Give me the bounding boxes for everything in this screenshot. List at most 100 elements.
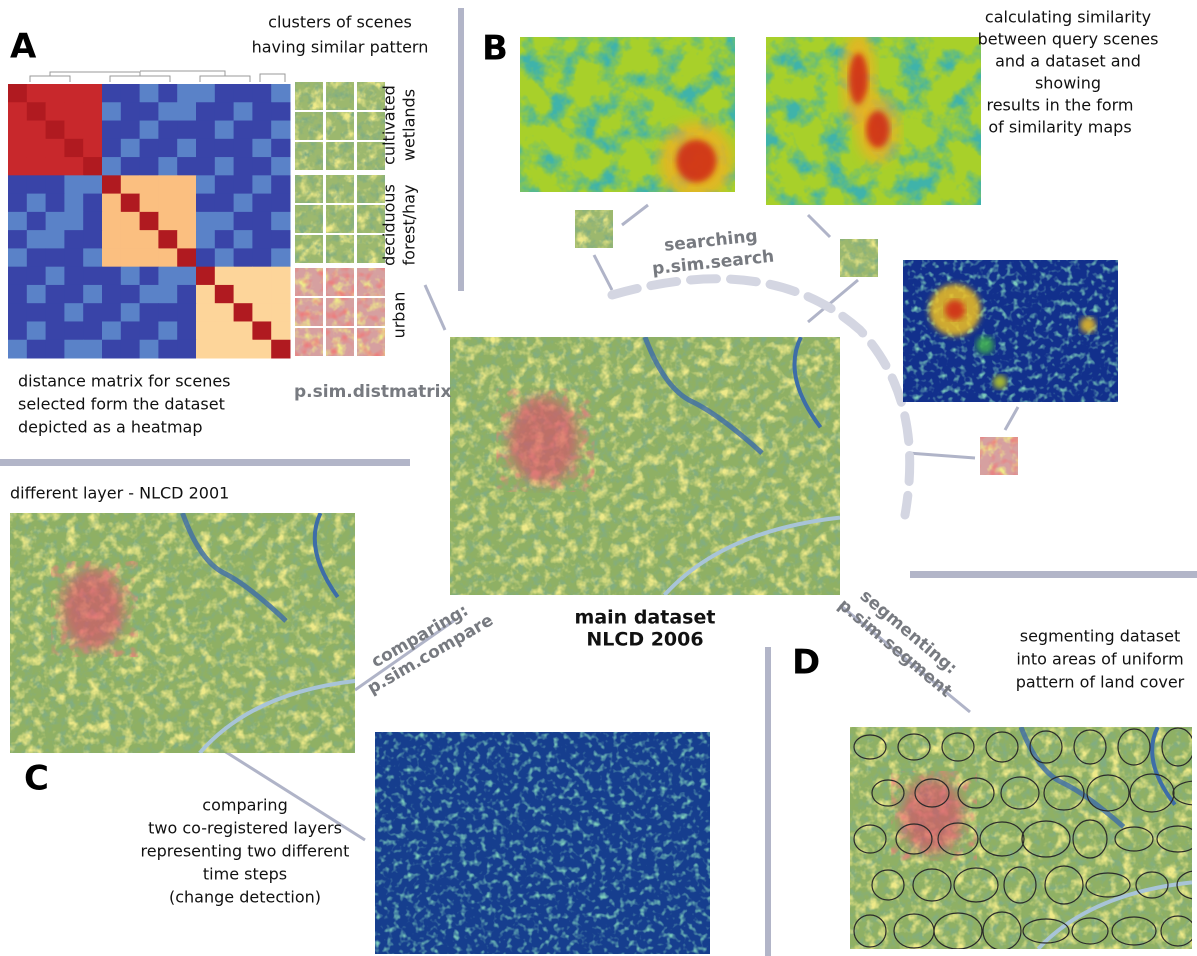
cluster-thumbnail bbox=[326, 298, 354, 326]
main-dataset-label: main dataset bbox=[575, 607, 716, 629]
separator bbox=[0, 459, 410, 466]
heatmap-cell bbox=[121, 121, 140, 140]
caption: depicted as a heatmap bbox=[18, 418, 202, 437]
thumb-texture bbox=[326, 298, 354, 326]
heatmap-cell bbox=[215, 194, 234, 213]
distance-heatmap bbox=[8, 71, 291, 359]
heatmap-cell bbox=[252, 212, 271, 231]
heatmap-cell bbox=[121, 157, 140, 176]
heatmap-cell bbox=[64, 230, 83, 249]
cluster-thumbnail bbox=[357, 328, 385, 356]
layer-title: different layer - NLCD 2001 bbox=[10, 484, 229, 503]
heatmap-cell bbox=[64, 340, 83, 359]
caption: (change detection) bbox=[169, 888, 321, 907]
heatmap-cell bbox=[215, 121, 234, 140]
heatmap-cell bbox=[140, 139, 159, 158]
heatmap-cell bbox=[215, 248, 234, 267]
heatmap-cell bbox=[46, 102, 65, 121]
heatmap-cell bbox=[177, 267, 196, 286]
heatmap-cell bbox=[27, 230, 46, 249]
heatmap-cell bbox=[102, 321, 121, 340]
heatmap-cell bbox=[46, 267, 65, 286]
heatmap-cell bbox=[83, 285, 102, 304]
cluster-thumbnail bbox=[295, 298, 323, 326]
heatmap-cell bbox=[196, 139, 215, 158]
cluster-label: forest/hay bbox=[400, 185, 419, 266]
heatmap-cell bbox=[196, 102, 215, 121]
heatmap-cell bbox=[121, 248, 140, 267]
thumb-texture bbox=[326, 175, 354, 203]
high-similarity bbox=[1080, 317, 1096, 333]
heatmap-cell bbox=[46, 230, 65, 249]
thumb-texture bbox=[357, 268, 385, 296]
urban-texture bbox=[891, 771, 977, 860]
heatmap-cell bbox=[271, 175, 290, 194]
urban-texture bbox=[51, 561, 137, 657]
cluster-thumbnail bbox=[295, 175, 323, 203]
heatmap-cell bbox=[46, 157, 65, 176]
heatmap-cell bbox=[271, 102, 290, 121]
heatmap-cell bbox=[177, 84, 196, 103]
clusters-title: having similar pattern bbox=[252, 38, 429, 57]
heatmap-cell bbox=[234, 84, 253, 103]
heatmap-cell bbox=[64, 267, 83, 286]
cluster-thumbnail bbox=[326, 112, 354, 140]
heatmap-cell bbox=[121, 230, 140, 249]
heatmap-cell bbox=[27, 267, 46, 286]
heatmap-cell bbox=[102, 102, 121, 121]
heatmap-cell bbox=[8, 175, 27, 194]
heatmap-cell bbox=[271, 139, 290, 158]
heatmap-cell bbox=[196, 285, 215, 304]
figure: A clusters of scenes having similar patt… bbox=[0, 0, 1197, 956]
thumb-texture bbox=[840, 239, 878, 277]
high-similarity bbox=[976, 336, 994, 354]
cluster-thumbnail bbox=[295, 268, 323, 296]
heatmap-cell bbox=[234, 248, 253, 267]
cluster-label: deciduous bbox=[380, 184, 399, 266]
heatmap-cell bbox=[140, 84, 159, 103]
caption: distance matrix for scenes bbox=[18, 372, 231, 391]
heatmap-cell bbox=[177, 194, 196, 213]
heatmap-cell bbox=[158, 157, 177, 176]
caption: between query scenes bbox=[978, 30, 1159, 49]
caption: two co-registered layers bbox=[148, 819, 342, 838]
heatmap-cell bbox=[8, 84, 27, 103]
caption: pattern of land cover bbox=[1016, 673, 1185, 692]
heatmap-cell bbox=[121, 84, 140, 103]
heatmap-cell bbox=[27, 157, 46, 176]
heatmap-cell bbox=[215, 212, 234, 231]
heatmap-cell bbox=[8, 285, 27, 304]
heatmap-cell bbox=[252, 267, 271, 286]
heatmap-cell bbox=[102, 285, 121, 304]
caption: showing bbox=[1035, 74, 1101, 93]
heatmap-cell bbox=[46, 84, 65, 103]
map-texture bbox=[375, 732, 710, 954]
heatmap-cell bbox=[27, 303, 46, 322]
heatmap-cell bbox=[121, 175, 140, 194]
heatmap-cell bbox=[27, 121, 46, 140]
heatmap-cell bbox=[46, 248, 65, 267]
heatmap-cell bbox=[121, 303, 140, 322]
heatmap-cell bbox=[215, 303, 234, 322]
heatmap-cell bbox=[177, 139, 196, 158]
caption: of similarity maps bbox=[988, 118, 1131, 137]
heatmap-cell bbox=[196, 303, 215, 322]
heatmap-cell bbox=[271, 285, 290, 304]
heatmap-cell bbox=[102, 84, 121, 103]
heatmap-cell bbox=[252, 194, 271, 213]
heatmap-cell bbox=[102, 139, 121, 158]
heatmap-cell bbox=[8, 212, 27, 231]
urban-texture bbox=[497, 389, 595, 492]
heatmap-cell bbox=[215, 230, 234, 249]
heatmap-cell bbox=[83, 248, 102, 267]
heatmap-cell bbox=[46, 139, 65, 158]
heatmap-cell bbox=[121, 139, 140, 158]
heatmap-cell bbox=[234, 157, 253, 176]
heatmap-cell bbox=[27, 212, 46, 231]
heatmap-cell bbox=[252, 139, 271, 158]
heatmap-cell bbox=[196, 157, 215, 176]
heatmap-cell bbox=[83, 321, 102, 340]
heatmap-cell bbox=[252, 321, 271, 340]
heatmap-cell bbox=[140, 212, 159, 231]
heatmap-cell bbox=[140, 121, 159, 140]
